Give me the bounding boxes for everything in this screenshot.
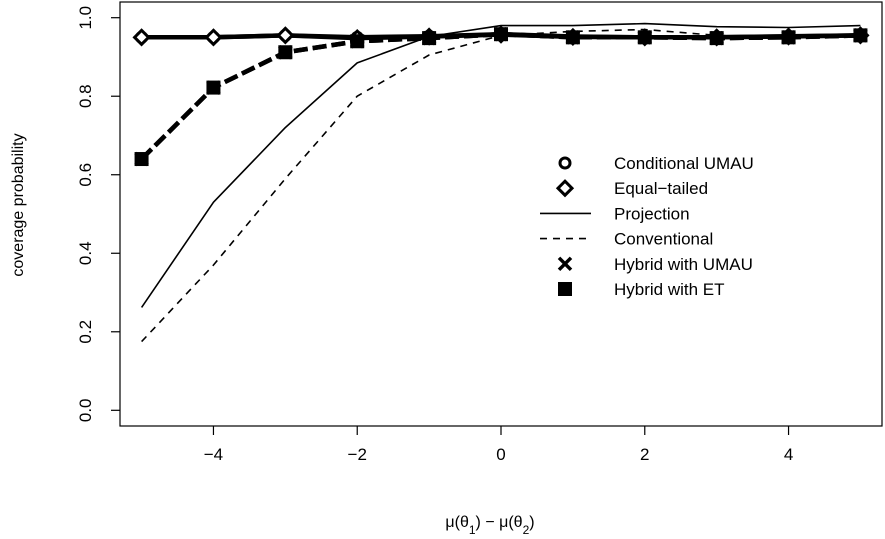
legend-marker-cross <box>557 256 573 272</box>
x-tick-label: −2 <box>348 445 367 464</box>
legend-marker-circle <box>558 156 572 170</box>
legend-marker-square <box>558 282 572 296</box>
legend-item: Projection <box>540 204 690 223</box>
data-point-diamond <box>276 26 295 45</box>
data-point-diamond <box>132 28 151 47</box>
legend-label: Conditional UMAU <box>614 154 754 173</box>
legend: Conditional UMAU Equal−tailed Projection Co… <box>540 154 754 299</box>
data-point-square <box>422 31 437 46</box>
legend-label: Equal−tailed <box>614 179 708 198</box>
series-line-4 <box>141 28 861 343</box>
y-tick-label: 0.8 <box>76 84 95 108</box>
y-tick-label: 0.0 <box>76 398 95 422</box>
axis-ticks: −4 −2 0 2 4 0.0 0.2 0.4 0.6 0.8 1.0 <box>76 6 793 464</box>
data-point-square <box>494 27 508 42</box>
y-tick-label: 0.4 <box>76 241 95 265</box>
data-point-square <box>350 34 365 49</box>
data-point-square <box>709 31 724 46</box>
legend-item: Hybrid with UMAU <box>557 255 753 274</box>
plot-frame <box>119 1 883 427</box>
data-point-square <box>781 30 796 45</box>
legend-marker-diamond <box>555 179 575 198</box>
data-point-square <box>278 45 293 60</box>
y-axis-title: coverage probability <box>10 133 27 276</box>
data-point-diamond <box>204 28 223 47</box>
x-tick-label: 4 <box>784 445 793 464</box>
x-axis-title: μ(θ1) − μ(θ2) <box>445 514 534 537</box>
data-point-square <box>134 152 149 167</box>
legend-label: Hybrid with ET <box>614 280 725 299</box>
series-line-5 <box>140 31 861 161</box>
series-line-6 <box>140 31 861 161</box>
x-tick-label: 2 <box>640 445 649 464</box>
plot-border <box>119 1 883 427</box>
x-tick-label: −4 <box>204 445 223 464</box>
data-point-square <box>206 80 221 95</box>
data-point-square <box>637 30 652 45</box>
legend-label: Hybrid with UMAU <box>614 255 753 274</box>
data-point-square <box>565 30 580 45</box>
y-tick-label: 1.0 <box>76 6 95 30</box>
series-markers <box>132 25 870 167</box>
legend-item: Conditional UMAU <box>558 154 754 173</box>
legend-item: Conventional <box>540 230 713 249</box>
data-point-square <box>853 28 868 43</box>
x-tick-label: 0 <box>496 445 505 464</box>
legend-item: Hybrid with ET <box>558 280 725 299</box>
legend-item: Equal−tailed <box>555 179 708 198</box>
y-tick-label: 0.2 <box>76 320 95 344</box>
legend-label: Projection <box>614 204 690 223</box>
series-lines <box>140 22 861 343</box>
y-tick-label: 0.6 <box>76 163 95 187</box>
legend-label: Conventional <box>614 230 713 249</box>
